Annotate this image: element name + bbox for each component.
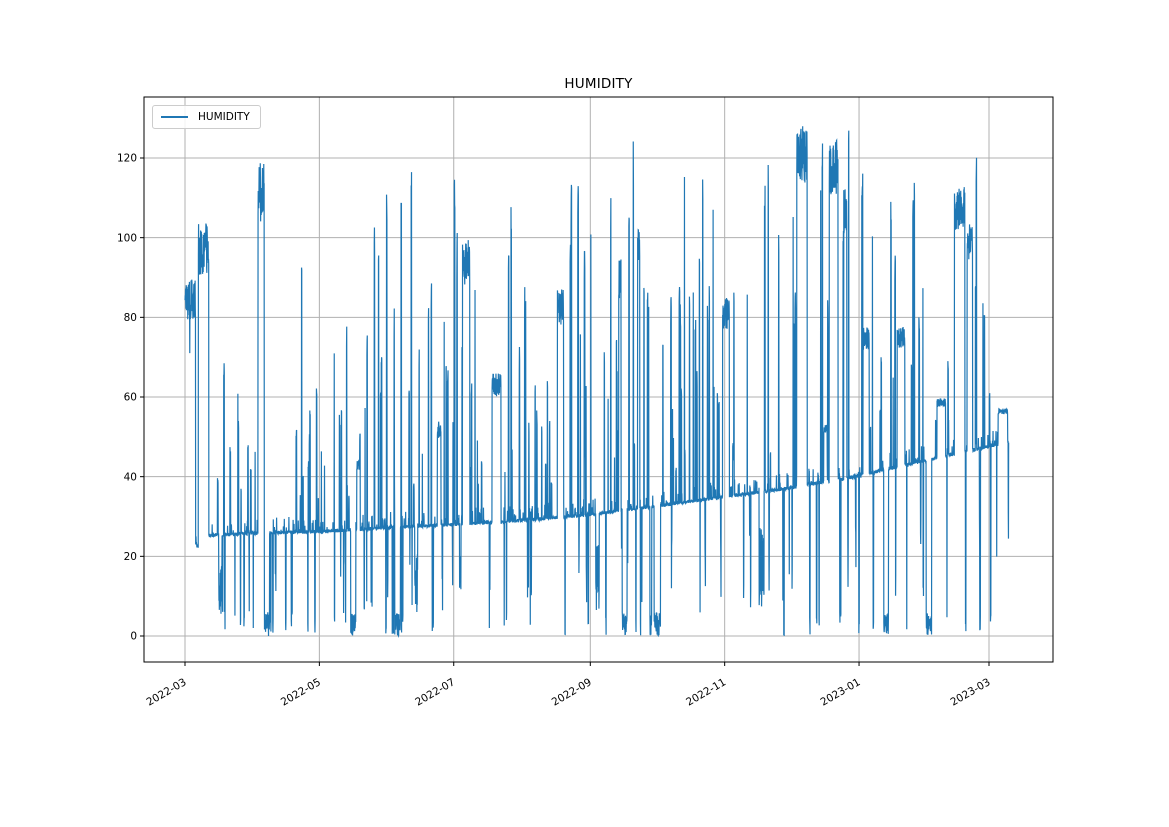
x-tick-label: 2022-03 [145, 676, 189, 708]
x-tick-label: 2022-07 [413, 676, 457, 708]
y-tick-label: 0 [130, 631, 137, 643]
legend-label: HUMIDITY [198, 111, 250, 123]
axes-frame [143, 96, 1054, 663]
x-tick-label: 2022-11 [684, 676, 728, 708]
x-tick-label: 2022-05 [279, 676, 323, 708]
y-tick-label: 80 [124, 312, 137, 324]
x-tick-label: 2022-09 [550, 676, 594, 708]
x-tick-label: 2023-01 [819, 676, 863, 708]
chart-title: HUMIDITY [564, 76, 633, 92]
legend-line-swatch [161, 116, 188, 118]
y-tick-label: 100 [117, 232, 137, 244]
humidity-series [184, 126, 1010, 639]
legend-box: HUMIDITY [152, 105, 261, 129]
y-tick-label: 20 [124, 551, 137, 563]
y-tick-label: 40 [124, 471, 137, 483]
x-tick-label: 2023-03 [949, 676, 993, 708]
y-tick-label: 60 [124, 392, 137, 404]
y-tick-label: 120 [117, 153, 137, 165]
